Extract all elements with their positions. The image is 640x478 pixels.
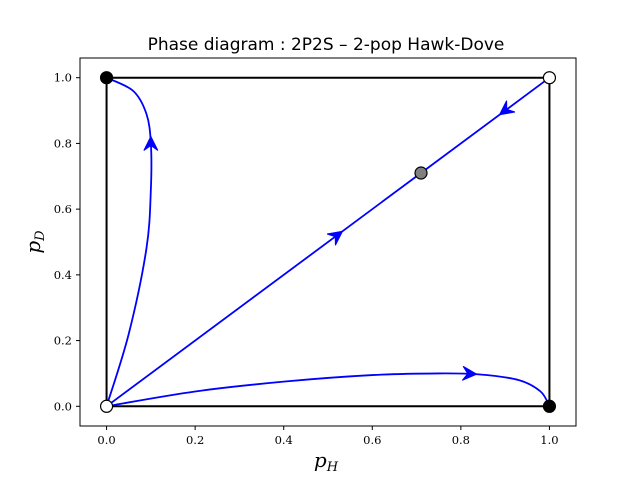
x-tick-label: 0.2 (186, 433, 204, 447)
x-tick-label: 0.6 (363, 433, 381, 447)
equilibrium-stable-0 (99, 71, 114, 85)
y-tick-label: 0.4 (54, 268, 72, 282)
x-tick-label: 0.8 (452, 433, 470, 447)
y-tick-label: 1.0 (54, 71, 72, 85)
y-tick-label: 0.6 (54, 202, 72, 216)
equilibrium-unstable-3 (542, 71, 557, 85)
arrowhead-trajectory-to-bottom-right (461, 365, 478, 381)
y-tick-label: 0.2 (54, 334, 72, 348)
x-tick-label: 0.4 (275, 433, 293, 447)
x-axis-label-main: p (314, 448, 327, 472)
y-axis-label-main: p (21, 241, 45, 254)
arrowhead-diagonal-from-origin (326, 230, 344, 246)
x-tick-label: 0.0 (97, 433, 115, 447)
x-axis-ticks: 0.0 0.2 0.4 0.6 0.8 1.0 (97, 426, 559, 447)
series-trajectory-to-top-left (105, 76, 153, 407)
series-layer (105, 76, 551, 408)
equilibrium-unstable-2 (99, 399, 114, 413)
x-axis-label-subscript: H (326, 460, 339, 475)
x-tick-label: 1.0 (540, 433, 558, 447)
series-diagonal-from-top-right (420, 76, 550, 174)
equilibrium-stable-1 (542, 399, 557, 413)
x-axis-label: pH (314, 448, 339, 475)
y-axis-label-subscript: D (33, 230, 48, 242)
y-tick-label: 0.8 (54, 136, 72, 150)
y-axis-ticks: 0.0 0.2 0.4 0.6 0.8 1.0 (54, 71, 80, 413)
plot-area (79, 57, 577, 427)
y-axis-label: pD (21, 230, 48, 254)
series-trajectory-to-bottom-right (106, 372, 551, 408)
arrow-layer (143, 100, 516, 381)
y-tick-label: 0.0 (54, 399, 72, 413)
chart-title: Phase diagram : 2P2S – 2-pop Hawk-Dove (148, 35, 505, 55)
arrowhead-diagonal-from-top-right (498, 100, 516, 116)
series-diagonal-from-origin (106, 172, 422, 408)
arrowhead-trajectory-to-top-left (143, 135, 159, 151)
equilibrium-saddle-4 (414, 166, 428, 180)
axes-frame (79, 57, 577, 427)
equilibria-layer (99, 71, 557, 413)
